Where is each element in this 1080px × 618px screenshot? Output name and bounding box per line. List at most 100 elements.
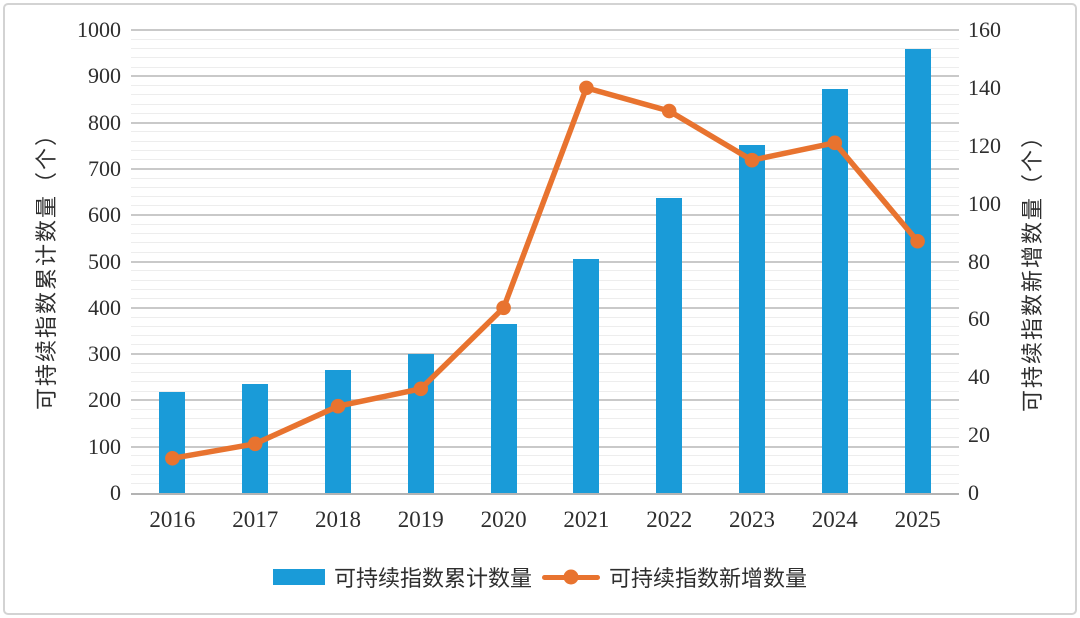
- gridline-minor: [131, 279, 959, 281]
- line-marker-2022: [661, 103, 677, 119]
- gridline-minor: [131, 372, 959, 374]
- left-axis-tick-label: 300: [88, 341, 121, 367]
- gridline-minor: [131, 140, 959, 142]
- gridline-major: [131, 167, 959, 170]
- gridline-minor: [131, 85, 959, 87]
- gridline-major: [131, 445, 959, 448]
- gridline-minor: [131, 159, 959, 161]
- line-marker-2023: [744, 152, 760, 168]
- gridline-major: [131, 75, 959, 78]
- bar-2016: [159, 392, 186, 493]
- gridline-minor: [131, 177, 959, 179]
- legend-line-swatch-icon: [542, 569, 600, 585]
- bar-2021: [573, 259, 600, 493]
- line-marker-2019: [413, 381, 429, 397]
- gridline-minor: [131, 483, 959, 485]
- gridline-minor: [131, 288, 959, 290]
- gridline-minor: [131, 131, 959, 133]
- gridline-major: [131, 353, 959, 356]
- gridline-minor: [131, 464, 959, 466]
- line-marker-2016: [165, 450, 180, 466]
- gridline-minor: [131, 205, 959, 207]
- line-path: [169, 85, 921, 462]
- left-axis-tick-label: 200: [88, 387, 121, 413]
- gridline-minor: [131, 57, 959, 59]
- left-axis-tick-label: 700: [88, 155, 121, 181]
- right-axis-tick-label: 120: [968, 132, 1001, 158]
- gridline-minor: [131, 418, 959, 420]
- right-axis-tick-label: 160: [968, 17, 1001, 42]
- gridline-minor: [131, 223, 959, 225]
- x-axis-label-2024: 2024: [811, 507, 858, 532]
- left-axis-tick-label: 1000: [77, 17, 121, 42]
- gridline-minor: [131, 381, 959, 383]
- legend-label-new: 可持续指数新增数量: [609, 566, 808, 591]
- legend: 可持续指数累计数量 可持续指数新增数量: [0, 561, 1080, 593]
- right-axis-tick-label: 140: [968, 74, 1001, 100]
- gridline-minor: [131, 94, 959, 96]
- left-axis-tick-label: 800: [88, 109, 121, 135]
- x-axis-label-2017: 2017: [232, 507, 279, 532]
- gridline-minor: [131, 335, 959, 337]
- x-axis-label-2025: 2025: [894, 507, 941, 532]
- gridline-minor: [131, 473, 959, 475]
- line-marker-2025: [910, 233, 925, 249]
- x-axis-label-2023: 2023: [728, 507, 775, 532]
- left-axis-tick-label: 400: [88, 294, 121, 320]
- left-axis-tick-label: 0: [110, 480, 121, 505]
- right-axis-title: 可持续指数新增数量（个）: [1020, 123, 1045, 413]
- x-axis-label-2018: 2018: [314, 507, 361, 532]
- right-axis-tick-label: 80: [968, 248, 990, 274]
- right-axis-tick-label: 0: [968, 480, 979, 505]
- left-axis-tick-label: 500: [88, 248, 121, 274]
- right-axis-tick-label: 100: [968, 190, 1001, 216]
- gridline-minor: [131, 251, 959, 253]
- gridline-minor: [131, 316, 959, 318]
- right-axis-tick-label: 20: [968, 422, 990, 448]
- gridline-minor: [131, 38, 959, 40]
- gridline-minor: [131, 409, 959, 411]
- gridline-minor: [131, 48, 959, 50]
- legend-label-cumulative: 可持续指数累计数量: [333, 566, 532, 591]
- bar-2025: [904, 48, 931, 493]
- line-marker-2020: [496, 300, 511, 316]
- gridline-major: [131, 29, 959, 31]
- gridline-minor: [131, 66, 959, 68]
- right-axis-tick-label: 60: [968, 306, 990, 332]
- line-marker-2021: [579, 80, 594, 96]
- x-axis-label-2022: 2022: [646, 507, 693, 532]
- gridline-minor: [131, 325, 959, 327]
- x-axis-label-2019: 2019: [397, 507, 444, 532]
- gridline-minor: [131, 112, 959, 114]
- left-axis-tick-label: 600: [88, 202, 121, 228]
- gridline-major: [131, 121, 959, 124]
- gridline-minor: [131, 362, 959, 364]
- bar-2020: [490, 324, 517, 493]
- legend-bar-swatch-icon: [272, 569, 325, 585]
- line-marker-2017: [247, 436, 263, 452]
- line-marker-2018: [330, 398, 346, 414]
- left-axis-tick-label: 100: [88, 433, 121, 459]
- gridline-major: [131, 399, 959, 402]
- gridline-minor: [131, 455, 959, 457]
- gridline-minor: [131, 390, 959, 392]
- gridline-minor: [131, 344, 959, 346]
- right-axis-tick-label: 40: [968, 364, 990, 390]
- gridline-minor: [131, 149, 959, 151]
- gridline-major: [131, 214, 959, 217]
- left-axis-tick-label: 900: [88, 63, 121, 89]
- legend-item-new: 可持续指数新增数量: [542, 561, 807, 593]
- legend-line-marker-icon: [563, 569, 579, 585]
- gridline-minor: [131, 436, 959, 438]
- gridline-major: [131, 260, 959, 263]
- gridline-minor: [131, 103, 959, 105]
- bar-2018: [325, 370, 351, 493]
- gridline-minor: [131, 186, 959, 188]
- gridline-minor: [131, 298, 959, 300]
- line-series: [165, 80, 925, 466]
- bar-2022: [656, 198, 683, 493]
- bar-2023: [739, 144, 765, 493]
- gridline-minor: [131, 427, 959, 429]
- x-axis-label-2021: 2021: [563, 507, 610, 532]
